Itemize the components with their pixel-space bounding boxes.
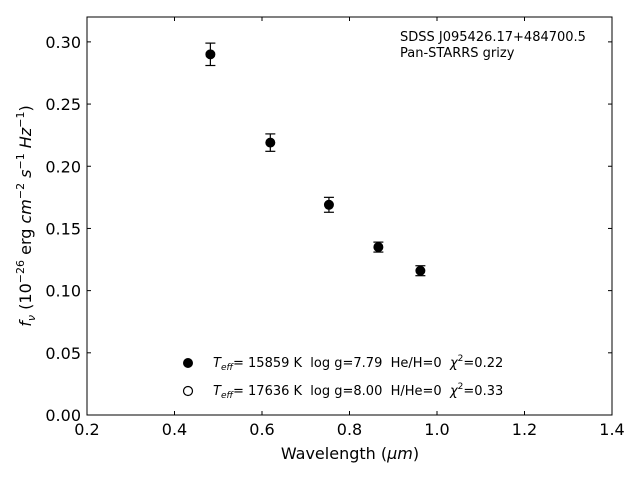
- data-point: [205, 42, 216, 67]
- legend-2-chi-exp: 2: [458, 382, 464, 392]
- y-axis-exp: −26: [14, 260, 27, 283]
- y-axis-title-close: ): [16, 105, 35, 111]
- y-axis-cm: cm: [16, 199, 35, 223]
- x-axis-ticks: 0.2 0.4 0.6 0.8 1.0 1.2 1.4: [74, 17, 625, 439]
- data-marker: [415, 265, 426, 276]
- legend-2-teff-sub: eff: [221, 391, 235, 401]
- y-tick-label: 0.15: [45, 219, 81, 238]
- y-axis-symbol-sub: ν: [25, 315, 38, 321]
- legend-2-text: = 17636 K log g=8.00 H/He=0: [233, 384, 450, 399]
- data-marker: [373, 242, 384, 253]
- x-tick-label: 0.6: [249, 420, 274, 439]
- y-tick-label: 0.20: [45, 157, 81, 176]
- data-marker: [323, 199, 334, 210]
- legend-1-teff-symbol: T: [213, 356, 222, 371]
- data-point: [415, 265, 426, 277]
- y-axis-title: fν (10−26 erg cm−2 s−1 Hz−1): [14, 105, 38, 326]
- legend-2-chi: χ: [449, 384, 459, 399]
- data-point: [373, 241, 384, 253]
- legend-2-teff-symbol: T: [213, 384, 222, 399]
- y-axis-hz: Hz: [16, 127, 35, 153]
- annotation-line-2: Pan-STARRS grizy: [400, 46, 515, 61]
- y-tick-label: 0.25: [45, 95, 81, 114]
- x-tick-label: 1.0: [424, 420, 449, 439]
- annotation-line-1: SDSS J095426.17+484700.5: [400, 30, 586, 45]
- x-tick-label: 0.4: [162, 420, 187, 439]
- legend: Teff= 15859 K log g=7.79 He/H=0 χ2=0.22 …: [182, 354, 503, 401]
- y-tick-label: 0.10: [45, 282, 81, 301]
- y-axis-symbol: f: [16, 319, 35, 327]
- y-axis-hz-exp: −1: [14, 112, 27, 128]
- y-axis-cm-exp: −2: [14, 183, 27, 199]
- x-axis-title-unit: μm: [386, 444, 413, 463]
- y-axis-s: s: [16, 169, 35, 182]
- annotation: SDSS J095426.17+484700.5 Pan-STARRS griz…: [400, 30, 586, 61]
- x-tick-label: 1.2: [512, 420, 537, 439]
- legend-entry-2: Teff= 17636 K log g=8.00 H/He=0 χ2=0.33: [213, 382, 503, 401]
- y-tick-label: 0.05: [45, 344, 81, 363]
- y-axis-erg: erg: [16, 224, 35, 260]
- legend-marker-open: [182, 385, 194, 397]
- legend-1-chi-val: =0.22: [463, 356, 503, 371]
- legend-1-chi: χ: [449, 356, 459, 371]
- legend-2-chi-val: =0.33: [463, 384, 503, 399]
- y-axis-title-open: (10: [16, 283, 35, 310]
- y-tick-label: 0.00: [45, 406, 81, 425]
- y-tick-label: 0.30: [45, 33, 81, 52]
- data-marker: [265, 137, 276, 148]
- x-axis-title: Wavelength (μm): [281, 444, 419, 463]
- legend-1-text: = 15859 K log g=7.79 He/H=0: [233, 356, 450, 371]
- legend-entry-1: Teff= 15859 K log g=7.79 He/H=0 χ2=0.22: [213, 354, 503, 373]
- data-marker: [205, 49, 216, 60]
- x-axis-title-text: Wavelength (: [281, 444, 387, 463]
- x-tick-label: 0.8: [337, 420, 362, 439]
- legend-1-chi-exp: 2: [458, 354, 464, 364]
- x-tick-label: 1.4: [599, 420, 624, 439]
- y-axis-s-exp: −1: [14, 153, 27, 169]
- legend-marker-filled: [183, 358, 193, 368]
- data-point: [265, 133, 276, 152]
- x-tick-label: 0.2: [74, 420, 99, 439]
- legend-1-teff-sub: eff: [221, 363, 235, 373]
- x-axis-title-close: ): [413, 444, 419, 463]
- data-point: [323, 196, 334, 213]
- data-points: [205, 42, 426, 277]
- y-axis-ticks: 0.00 0.05 0.10 0.15 0.20 0.25 0.30: [45, 33, 612, 425]
